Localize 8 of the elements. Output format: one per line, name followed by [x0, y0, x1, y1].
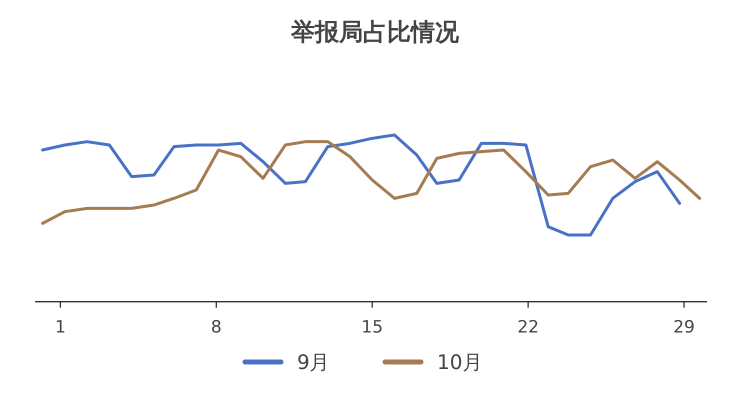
x-tick-label: 22	[517, 318, 539, 338]
x-tick-label: 1	[54, 318, 66, 338]
chart-title: 举报局占比情况	[290, 18, 460, 46]
legend-label: 9月	[297, 350, 330, 374]
legend-label: 10月	[437, 350, 482, 374]
x-tick-label: 15	[361, 318, 384, 338]
x-tick-label: 29	[673, 318, 695, 338]
x-tick-label: 8	[210, 318, 222, 338]
